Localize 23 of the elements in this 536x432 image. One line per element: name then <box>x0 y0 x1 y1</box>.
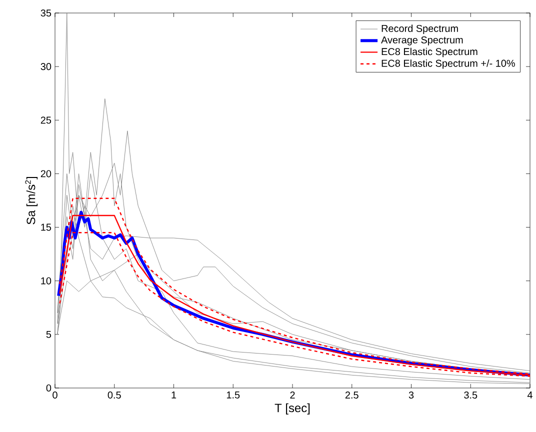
x-axis-title: T [sec] <box>274 403 310 415</box>
x-tick-label: 1 <box>172 392 176 398</box>
y-tick-label: 30 <box>40 63 52 70</box>
y-tick-label: 10 <box>41 277 52 284</box>
y-tick-label: 15 <box>41 224 52 231</box>
y-tick-label: 0 <box>46 384 52 392</box>
legend-label: Record Spectrum <box>382 24 458 34</box>
y-tick-label: 5 <box>46 330 52 338</box>
x-tick-label: 2 <box>290 392 295 398</box>
y-tick-label: 20 <box>40 170 52 178</box>
y-axis-title: Sa [m/s$^{2}$] <box>25 176 38 224</box>
y-tick-label: 25 <box>40 116 52 124</box>
x-tick-label: 4 <box>527 392 532 398</box>
x-tick-label: 0.5 <box>108 392 121 399</box>
legend-label: EC8 Elastic Spectrum +/- 10% <box>382 60 515 69</box>
x-tick-label: 2.5 <box>345 392 358 399</box>
legend-label: Average Spectrum <box>381 36 463 46</box>
x-tick-label: 3.5 <box>464 392 478 399</box>
y-tick-label: 35 <box>40 9 52 17</box>
x-tick-label: 0 <box>52 392 58 399</box>
x-tick-label: 1.5 <box>226 392 240 398</box>
x-tick-label: 3 <box>408 392 414 399</box>
legend-label: EC8 Elastic Spectrum <box>382 48 478 58</box>
